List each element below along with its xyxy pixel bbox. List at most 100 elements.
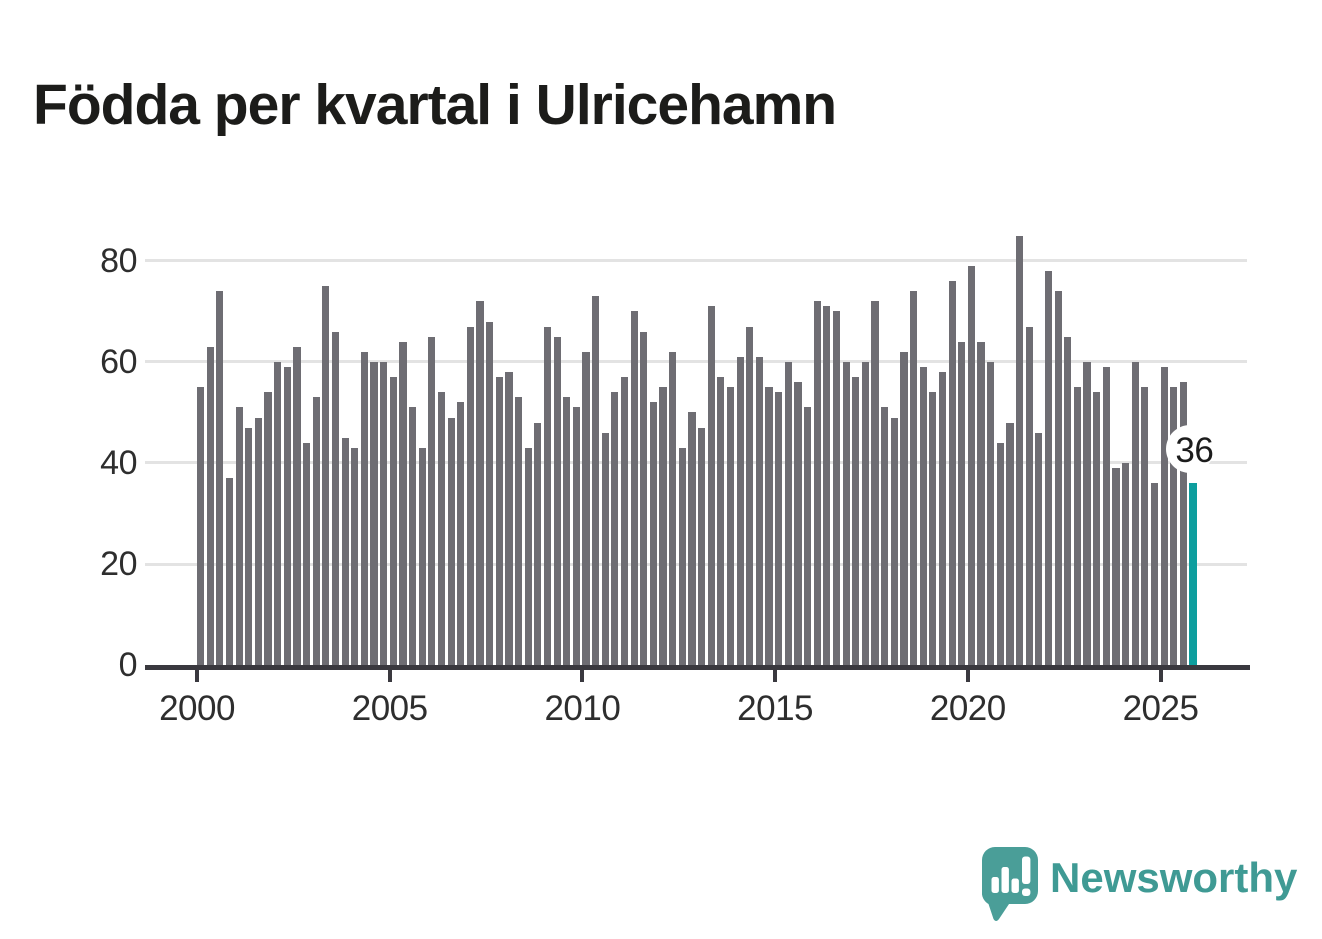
bar <box>197 387 205 665</box>
bar <box>1150 483 1159 665</box>
x-axis-label: 2025 <box>1122 689 1199 728</box>
bar <box>640 331 648 665</box>
y-axis-label: 0 <box>118 646 138 684</box>
bar <box>813 301 821 665</box>
gridline <box>145 562 1247 566</box>
gridline <box>145 259 1247 263</box>
bar <box>592 296 600 665</box>
newsworthy-logo: Newsworthy <box>982 845 1302 925</box>
bar <box>543 326 552 665</box>
chart-title: Födda per kvartal i Ulricehamn <box>33 73 837 138</box>
x-axis-line <box>145 665 1250 670</box>
bar <box>312 397 320 665</box>
bar <box>669 351 677 665</box>
bar <box>216 291 224 665</box>
x-axis-tick <box>773 670 778 682</box>
bar <box>399 341 407 665</box>
bar <box>1073 387 1081 665</box>
y-axis-label: 60 <box>100 342 137 381</box>
bar <box>572 407 580 665</box>
bar <box>534 422 542 665</box>
bar <box>707 306 715 665</box>
bar <box>457 402 465 665</box>
bar <box>784 361 792 665</box>
bar <box>408 407 417 665</box>
value-label: 36 <box>1175 431 1214 471</box>
y-axis-label: 80 <box>100 241 137 280</box>
bar <box>620 377 629 665</box>
bar <box>360 351 368 665</box>
bar <box>1083 361 1091 665</box>
bar <box>717 377 725 665</box>
x-axis-tick <box>965 670 970 682</box>
bar <box>842 361 850 665</box>
bar <box>948 281 956 665</box>
bar <box>437 392 446 665</box>
x-axis-tick <box>580 670 585 682</box>
bar <box>1054 291 1062 665</box>
bar <box>1006 422 1014 665</box>
bar <box>428 336 436 665</box>
bar <box>447 417 455 665</box>
bar <box>563 397 571 665</box>
bar <box>649 402 658 665</box>
x-axis-tick <box>195 670 199 682</box>
value-label-bubble <box>1166 425 1215 474</box>
bar <box>736 356 744 665</box>
bar <box>1035 432 1043 665</box>
bar <box>1064 336 1072 665</box>
x-axis-tick <box>1158 670 1163 682</box>
bar <box>678 447 686 665</box>
bar <box>283 366 291 665</box>
bar <box>1093 392 1101 665</box>
bar <box>871 301 879 665</box>
x-axis-label: 2015 <box>737 689 814 728</box>
bar <box>466 326 474 665</box>
bar <box>582 351 590 665</box>
bar <box>1112 468 1120 665</box>
bar <box>977 341 985 665</box>
gridline <box>145 461 1247 465</box>
bar <box>1102 366 1110 665</box>
bar <box>553 336 561 665</box>
bar <box>698 427 706 665</box>
x-axis-label: 2005 <box>351 689 428 728</box>
bar <box>370 361 378 665</box>
bar <box>929 392 937 665</box>
bar <box>1015 235 1024 665</box>
bar <box>659 387 667 665</box>
bar <box>938 372 947 665</box>
bar <box>881 407 889 665</box>
bar <box>852 377 860 665</box>
bar <box>900 351 908 665</box>
bar <box>1025 326 1033 665</box>
bar <box>775 392 783 665</box>
bar <box>804 407 812 665</box>
bar <box>601 432 609 665</box>
bar <box>524 447 532 665</box>
bar <box>302 442 311 665</box>
bar <box>206 346 214 665</box>
bar <box>987 361 995 665</box>
newsworthy-bubble-chart-icon <box>982 847 1038 921</box>
x-axis-label: 2020 <box>929 689 1006 728</box>
bar <box>1044 270 1053 665</box>
bar <box>967 265 975 665</box>
bar <box>341 437 349 665</box>
bar <box>958 341 966 665</box>
bar <box>1160 366 1168 665</box>
bar <box>274 361 282 665</box>
bar <box>890 417 898 665</box>
bar <box>755 356 764 665</box>
bar <box>746 326 754 665</box>
bar <box>794 382 802 665</box>
bar <box>380 361 388 665</box>
bar <box>1131 361 1139 665</box>
bar <box>688 412 696 665</box>
x-axis-tick <box>387 670 392 682</box>
x-axis-label: 2010 <box>544 689 621 728</box>
bar <box>505 372 513 665</box>
bar <box>1141 387 1149 665</box>
bar <box>832 311 841 665</box>
